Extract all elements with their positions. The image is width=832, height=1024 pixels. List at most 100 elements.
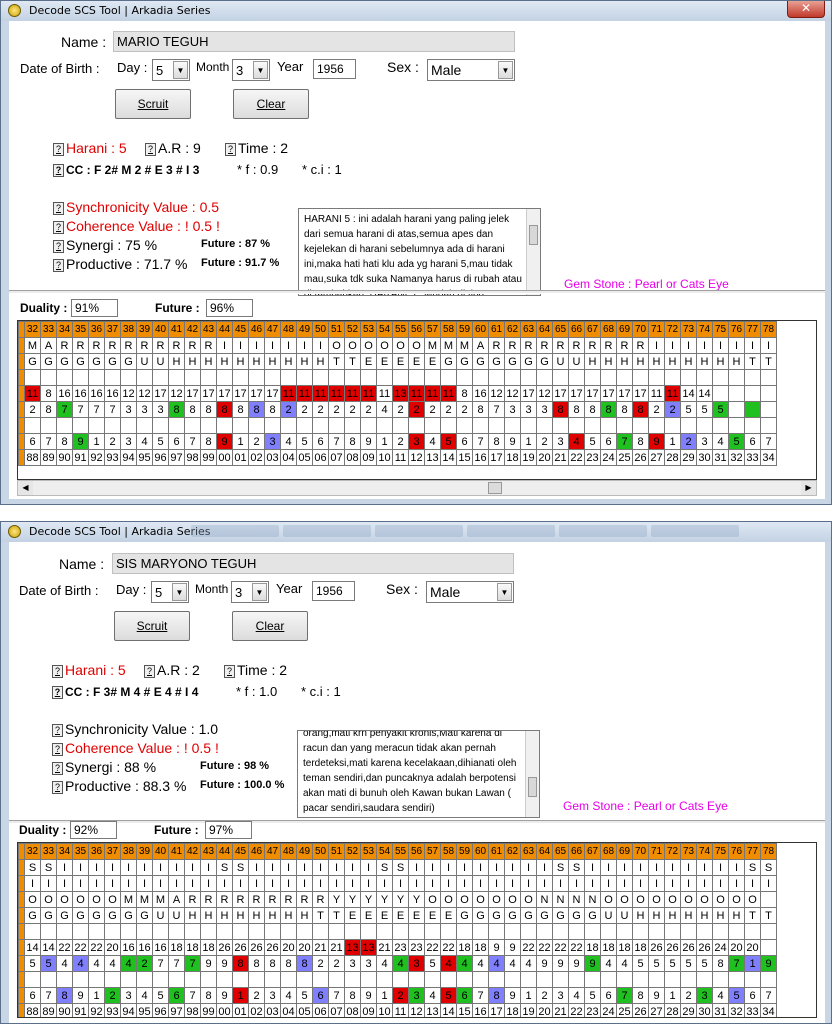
grid-cell[interactable] [760,417,777,434]
grid-cell[interactable]: I [232,875,249,892]
grid-cell[interactable] [600,923,617,940]
grid-cell[interactable]: T [760,907,777,924]
grid-cell[interactable] [56,971,73,988]
grid-cell[interactable]: 3 [360,955,377,972]
grid-cell[interactable]: 10 [376,449,393,466]
grid-cell[interactable]: I [696,859,713,876]
grid-cell[interactable]: R [280,891,297,908]
grid-cell[interactable]: 22 [552,939,569,956]
grid-cell[interactable]: 88 [24,449,41,466]
grid-cell[interactable]: I [200,859,217,876]
grid-cell[interactable]: I [424,859,441,876]
grid-cell[interactable]: H [248,353,265,370]
grid-cell[interactable]: M [120,891,137,908]
grid-cell[interactable]: I [120,859,137,876]
grid-cell[interactable]: N [536,891,553,908]
grid-cell[interactable]: R [568,337,585,354]
grid-cell[interactable] [248,923,265,940]
grid-cell[interactable]: 13 [424,449,441,466]
grid-cell[interactable]: R [184,337,201,354]
sex-select[interactable]: Male ▼ [427,59,515,81]
scroll-left-icon[interactable]: ◀ [18,481,33,495]
grid-cell[interactable]: H [184,907,201,924]
grid-cell[interactable]: 8 [584,401,601,418]
grid-cell[interactable]: 89 [40,449,57,466]
grid-cell[interactable]: 16 [56,385,73,402]
grid-cell[interactable]: 12 [408,1003,425,1018]
grid-cell[interactable] [408,971,425,988]
grid-cell[interactable] [504,369,521,386]
grid-cell[interactable]: 3 [520,401,537,418]
grid-cell[interactable]: 5 [440,987,457,1004]
grid-cell[interactable]: 31 [712,1003,729,1018]
grid-cell[interactable] [632,971,649,988]
help-icon[interactable]: ? [53,164,64,178]
grid-cell[interactable]: U [168,907,185,924]
grid-cell[interactable]: 9 [504,939,521,956]
grid-cell[interactable]: H [168,353,185,370]
grid-cell[interactable]: G [120,353,137,370]
grid-cell[interactable]: 7 [184,987,201,1004]
grid-cell[interactable]: 9 [552,955,569,972]
grid-cell[interactable]: H [664,353,681,370]
grid-cell[interactable] [200,369,217,386]
grid-cell[interactable]: O [648,891,665,908]
grid-cell[interactable] [72,417,89,434]
grid-cell[interactable]: O [104,891,121,908]
grid-cell[interactable] [360,369,377,386]
grid-cell[interactable] [216,369,233,386]
grid-cell[interactable]: 89 [40,1003,57,1018]
grid-cell[interactable]: 7 [168,955,185,972]
grid-cell[interactable] [72,971,89,988]
grid-cell[interactable]: 22 [72,939,89,956]
grid-cell[interactable] [680,923,697,940]
grid-cell[interactable] [56,369,73,386]
grid-cell[interactable]: I [680,337,697,354]
grid-cell[interactable] [136,971,153,988]
grid-cell[interactable]: 17 [200,385,217,402]
grid-cell[interactable]: 8 [56,987,73,1004]
grid-cell[interactable] [312,971,329,988]
grid-cell[interactable] [136,923,153,940]
grid-cell[interactable]: 08 [344,1003,361,1018]
grid-cell[interactable]: I [616,859,633,876]
memo-scrollbar[interactable] [526,209,540,295]
grid-cell[interactable] [280,971,297,988]
grid-cell[interactable]: U [616,907,633,924]
grid-cell[interactable] [680,417,697,434]
grid-cell[interactable]: 6 [600,987,617,1004]
grid-cell[interactable] [552,923,569,940]
grid-cell[interactable]: 8 [40,401,57,418]
sex-select[interactable]: Male ▼ [426,581,514,603]
grid-cell[interactable]: 2 [424,401,441,418]
grid-cell[interactable]: 00 [216,1003,233,1018]
grid-cell[interactable] [616,923,633,940]
grid-cell[interactable] [264,923,281,940]
grid-cell[interactable]: 4 [392,955,409,972]
grid-cell[interactable] [488,369,505,386]
grid-cell[interactable]: O [712,891,729,908]
grid-cell[interactable]: 8 [200,401,217,418]
grid-cell[interactable] [344,923,361,940]
grid-cell[interactable]: 9 [568,955,585,972]
grid-cell[interactable]: E [424,907,441,924]
grid-cell[interactable]: 8 [344,433,361,450]
grid-cell[interactable] [104,923,121,940]
grid-cell[interactable]: 4 [568,433,585,450]
grid-cell[interactable]: I [696,875,713,892]
description-memo[interactable]: HARANI 5 : ini adalah harani yang paling… [298,208,541,296]
grid-cell[interactable]: 24 [600,449,617,466]
grid-cell[interactable] [760,369,777,386]
grid-cell[interactable]: 17 [232,385,249,402]
grid-cell[interactable]: 3 [552,987,569,1004]
grid-cell[interactable] [744,369,761,386]
grid-cell[interactable]: 34 [760,1003,777,1018]
grid-cell[interactable]: H [296,353,313,370]
grid-cell[interactable]: R [152,337,169,354]
grid-cell[interactable]: 18 [600,939,617,956]
grid-cell[interactable]: I [184,859,201,876]
grid-cell[interactable]: O [408,337,425,354]
scroll-thumb[interactable] [488,482,502,494]
grid-cell[interactable] [680,971,697,988]
help-icon[interactable]: ? [53,201,64,215]
